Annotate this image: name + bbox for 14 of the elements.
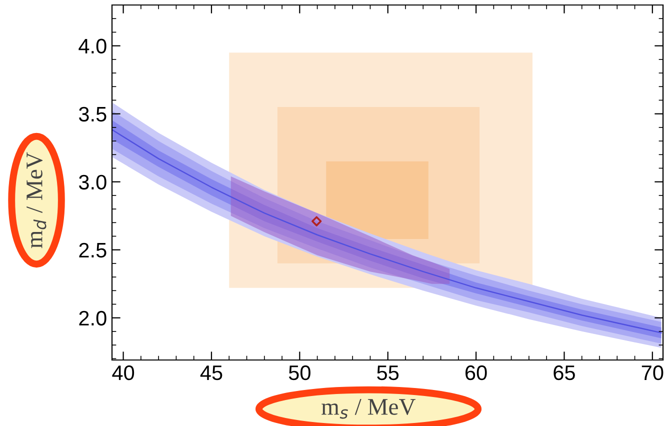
x-tick-label: 65 [554,365,575,380]
x-tick-label: 70 [642,365,664,380]
y-axis-title: m$_{d}$ / MeV [26,152,46,248]
x-tick-label: 45 [200,366,222,380]
y-tick-label: 2.5 [79,242,106,258]
y-tick-label: 2.0 [79,310,106,326]
x-tick-label: 55 [377,366,399,380]
y-tick-label: 4.0 [78,38,106,54]
x-tick-label: 50 [288,365,310,380]
x-axis-title: m$_{s}$ / MeV [322,399,416,419]
x-tick-label: 40 [112,365,134,380]
y-tick-label: 3.0 [78,174,106,190]
x-tick-label: 60 [466,365,487,380]
y-tick-label: 3.5 [78,106,106,122]
